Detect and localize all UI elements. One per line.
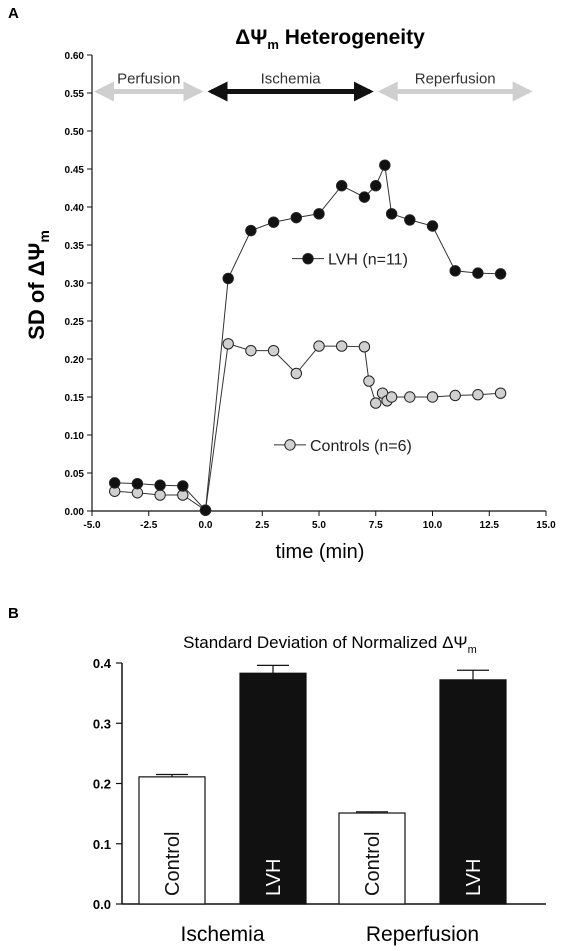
legend-marker <box>302 252 314 265</box>
y-tick-label: 0.55 <box>65 89 85 100</box>
legend-label: LVH (n=11) <box>328 252 408 269</box>
data-point <box>290 211 302 224</box>
data-point <box>222 338 234 350</box>
group-label: Ischemia <box>180 923 264 946</box>
data-point <box>131 477 144 490</box>
data-point <box>245 344 257 357</box>
data-point <box>379 159 391 171</box>
y-tick-label: 0.20 <box>65 355 85 366</box>
data-point <box>363 375 375 387</box>
y-tick-label: 0.10 <box>65 431 85 442</box>
phase-label: Ischemia <box>261 70 322 87</box>
panel-label-b: B <box>8 605 19 622</box>
y-tick-label: 0.50 <box>65 127 85 138</box>
bar-label: Control <box>362 832 384 896</box>
y-tick-label: 0.05 <box>65 469 85 480</box>
y-tick-label: 0.60 <box>65 51 85 62</box>
panel-b-title: Standard Deviation of Normalized ΔΨm <box>183 633 477 656</box>
bar-label: Control <box>162 832 184 896</box>
legend-marker <box>284 439 296 451</box>
x-tick-label: -2.5 <box>140 520 158 531</box>
data-point <box>426 391 439 403</box>
y-tick-label: 0.1 <box>93 837 111 852</box>
data-point <box>385 208 398 220</box>
data-point <box>177 480 189 492</box>
panel-label-a: A <box>8 5 19 22</box>
data-point <box>245 224 257 237</box>
phase-label: Perfusion <box>117 70 180 87</box>
data-point <box>370 397 382 409</box>
data-point <box>290 367 302 380</box>
y-tick-label: 0.2 <box>93 777 111 792</box>
data-point <box>472 389 484 401</box>
panel-a-plot: 0.00 0.05 0.10 0.15 0.20 0.25 0.30 0.35 0.40 0.45… <box>65 51 557 531</box>
bar-label: LVH <box>463 859 485 896</box>
data-point <box>385 391 398 403</box>
group-label: Reperfusion <box>366 923 479 946</box>
y-tick-label: 0.45 <box>65 165 85 176</box>
data-point <box>370 180 382 192</box>
data-point <box>404 391 416 403</box>
x-tick-label: 10.0 <box>423 520 443 531</box>
data-point <box>404 214 416 226</box>
data-point <box>267 344 280 357</box>
bar <box>138 776 206 905</box>
data-point <box>336 340 348 352</box>
x-tick-label: 5.0 <box>312 520 326 531</box>
data-point <box>267 216 280 228</box>
bar <box>239 672 307 905</box>
data-point <box>449 265 461 277</box>
bar-label: LVH <box>263 859 285 896</box>
data-point <box>358 191 371 203</box>
y-tick-label: 0.30 <box>65 279 85 290</box>
x-tick-label: 2.5 <box>255 520 269 531</box>
series-line <box>114 343 501 512</box>
bar <box>338 812 406 905</box>
data-point <box>336 180 348 192</box>
x-tick-label: -5.0 <box>83 520 101 531</box>
data-point <box>494 268 507 280</box>
data-point <box>154 479 166 491</box>
data-point <box>472 267 484 279</box>
panel-a-xlabel: time (min) <box>276 541 365 563</box>
y-tick-label: 0.40 <box>65 203 85 214</box>
data-point <box>199 504 212 516</box>
y-tick-label: 0.25 <box>65 317 85 328</box>
legend-label: Controls (n=6) <box>310 438 412 455</box>
data-point <box>494 387 507 399</box>
data-point <box>358 341 371 353</box>
y-tick-label: 0.15 <box>65 393 85 404</box>
data-point <box>109 477 121 489</box>
panel-a-ylabel: SD of ΔΨm <box>24 230 52 340</box>
y-tick-label: 0.3 <box>93 716 111 731</box>
x-tick-label: 15.0 <box>536 520 556 531</box>
data-point <box>426 220 439 232</box>
bar <box>439 679 507 905</box>
data-point <box>313 208 325 220</box>
series-line <box>114 163 501 512</box>
x-tick-label: 7.5 <box>369 520 383 531</box>
y-tick-label: 0.00 <box>65 507 85 518</box>
panel-b-plot: 0.0 0.1 0.2 0.3 0.4 Control LVH Control LVH Ische… <box>93 656 546 946</box>
y-tick-label: 0.35 <box>65 241 85 252</box>
y-tick-label: 0.4 <box>93 656 112 671</box>
x-tick-label: 0.0 <box>199 520 213 531</box>
panel-a-title: ΔΨm Heterogeneity <box>235 26 425 52</box>
data-point <box>313 340 325 352</box>
data-point <box>222 272 234 285</box>
data-point <box>449 389 461 402</box>
y-tick-label: 0.0 <box>93 897 111 912</box>
phase-label: Reperfusion <box>415 70 496 87</box>
x-tick-label: 12.5 <box>480 520 500 531</box>
data-point <box>154 489 166 501</box>
